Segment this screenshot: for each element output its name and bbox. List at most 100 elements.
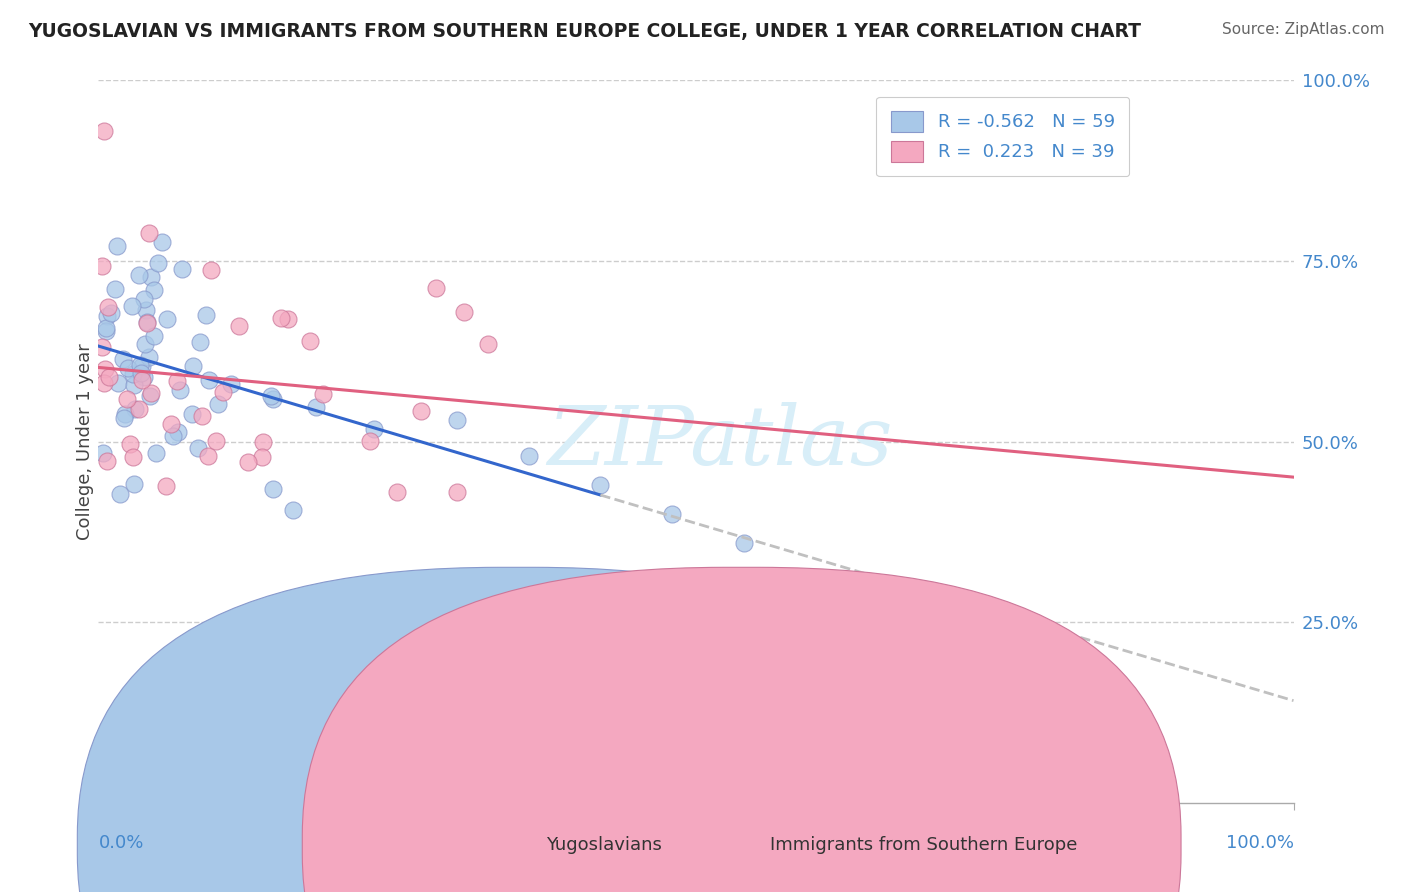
Point bbox=[166, 374, 188, 388]
Point bbox=[139, 385, 162, 400]
Point bbox=[204, 434, 226, 449]
Point bbox=[517, 449, 540, 463]
Point bbox=[97, 300, 120, 314]
Point bbox=[250, 450, 273, 464]
Point bbox=[262, 392, 284, 406]
Point bbox=[589, 478, 612, 492]
Point bbox=[446, 413, 468, 427]
Point bbox=[135, 316, 157, 330]
Point bbox=[135, 303, 157, 318]
Point bbox=[191, 409, 214, 423]
Point bbox=[139, 389, 162, 403]
Point bbox=[198, 372, 221, 386]
Point bbox=[188, 335, 211, 350]
Point bbox=[411, 404, 433, 418]
Point bbox=[359, 434, 381, 448]
Point bbox=[124, 402, 146, 417]
Point bbox=[132, 370, 155, 384]
Point bbox=[100, 306, 122, 320]
Point bbox=[90, 340, 112, 354]
Point bbox=[122, 378, 145, 392]
Point bbox=[128, 268, 150, 282]
Point bbox=[96, 324, 118, 338]
Point bbox=[93, 362, 115, 376]
Point bbox=[129, 366, 152, 380]
Point bbox=[117, 392, 139, 407]
Point bbox=[131, 373, 153, 387]
Point bbox=[138, 350, 160, 364]
Text: Source: ZipAtlas.com: Source: ZipAtlas.com bbox=[1222, 22, 1385, 37]
Point bbox=[172, 261, 194, 276]
Point bbox=[446, 485, 468, 500]
Point bbox=[118, 437, 141, 451]
Point bbox=[139, 270, 162, 285]
Point bbox=[138, 226, 160, 240]
Point bbox=[114, 407, 136, 421]
Point bbox=[363, 422, 385, 436]
Text: Yugoslavians: Yugoslavians bbox=[546, 836, 661, 854]
Point bbox=[112, 411, 135, 425]
Point bbox=[132, 293, 155, 307]
Point bbox=[90, 259, 112, 273]
Point bbox=[221, 377, 243, 392]
Point bbox=[131, 359, 153, 374]
Legend: R = -0.562   N = 59, R =  0.223   N = 39: R = -0.562 N = 59, R = 0.223 N = 39 bbox=[876, 96, 1129, 176]
Point bbox=[169, 383, 191, 397]
Point bbox=[252, 435, 274, 450]
Point bbox=[104, 282, 127, 296]
Point bbox=[305, 400, 328, 414]
Point bbox=[155, 479, 177, 493]
Point bbox=[122, 367, 145, 381]
Point bbox=[93, 376, 115, 390]
Point bbox=[98, 369, 121, 384]
Point bbox=[194, 308, 217, 322]
Point bbox=[270, 310, 292, 325]
Point bbox=[166, 425, 188, 439]
Point bbox=[142, 329, 165, 343]
Point bbox=[207, 397, 229, 411]
Point bbox=[477, 336, 499, 351]
Point bbox=[200, 263, 222, 277]
Point bbox=[162, 429, 184, 443]
Point bbox=[180, 407, 202, 421]
Point bbox=[385, 485, 409, 500]
Point bbox=[129, 359, 152, 373]
Point bbox=[136, 314, 159, 328]
Point bbox=[134, 336, 156, 351]
Point bbox=[94, 320, 117, 334]
Point bbox=[156, 312, 179, 326]
Point bbox=[121, 450, 143, 464]
Point bbox=[160, 417, 183, 431]
Point bbox=[112, 351, 135, 366]
Point bbox=[238, 455, 260, 469]
Point bbox=[96, 453, 118, 467]
Text: YUGOSLAVIAN VS IMMIGRANTS FROM SOUTHERN EUROPE COLLEGE, UNDER 1 YEAR CORRELATION: YUGOSLAVIAN VS IMMIGRANTS FROM SOUTHERN … bbox=[28, 22, 1142, 41]
Point bbox=[425, 281, 447, 295]
Point bbox=[122, 477, 145, 491]
Text: 0.0%: 0.0% bbox=[98, 834, 143, 852]
Text: 100.0%: 100.0% bbox=[1226, 834, 1294, 852]
Point bbox=[197, 449, 219, 463]
Point bbox=[121, 299, 143, 313]
Point bbox=[212, 384, 235, 399]
Text: Immigrants from Southern Europe: Immigrants from Southern Europe bbox=[770, 836, 1078, 854]
Point bbox=[93, 124, 115, 138]
Point bbox=[661, 507, 683, 521]
Point bbox=[228, 318, 250, 333]
Point bbox=[312, 386, 335, 401]
Point bbox=[108, 487, 131, 501]
Point bbox=[150, 235, 173, 250]
Point bbox=[299, 334, 322, 349]
Point bbox=[260, 389, 283, 403]
Point bbox=[128, 402, 150, 417]
Point bbox=[142, 283, 165, 297]
Point bbox=[146, 256, 169, 270]
Point bbox=[281, 503, 304, 517]
Text: ZIPatlas: ZIPatlas bbox=[547, 401, 893, 482]
Point bbox=[453, 305, 475, 319]
Point bbox=[145, 446, 167, 460]
Point bbox=[96, 309, 118, 323]
Point bbox=[277, 312, 299, 326]
Point bbox=[117, 361, 139, 376]
Point bbox=[91, 446, 114, 460]
